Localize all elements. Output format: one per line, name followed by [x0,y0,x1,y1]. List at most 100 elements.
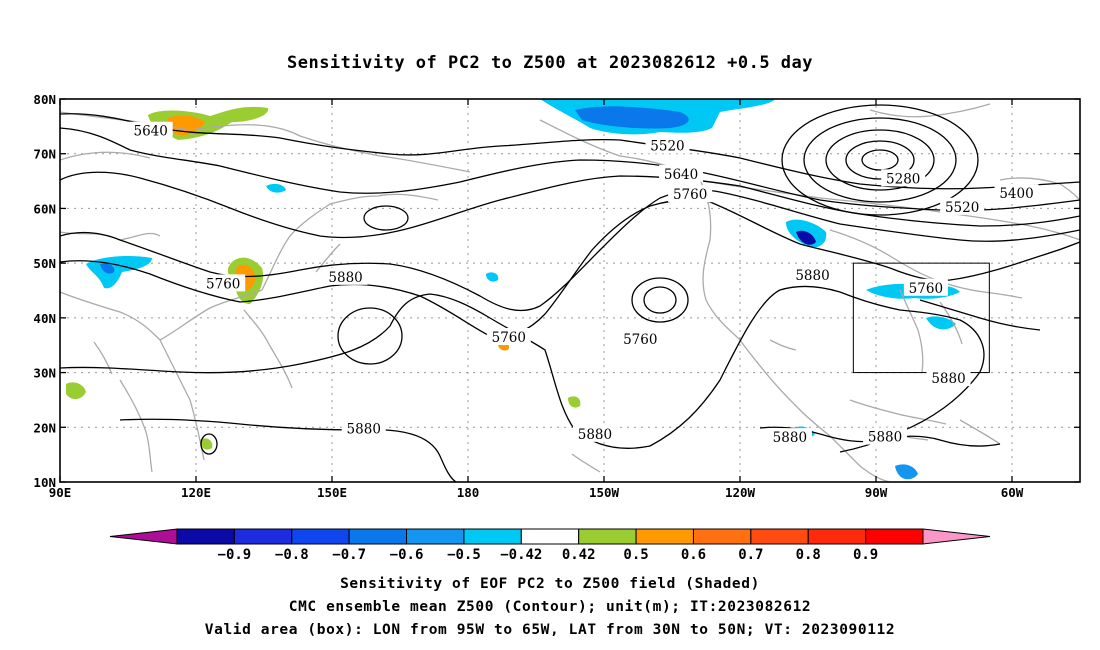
contour-label-background [790,266,835,284]
contour-label-background [940,197,985,215]
colorbar-label: −0.9 [218,547,252,563]
colorbar-label: 0.6 [681,547,706,563]
z500-contours [60,104,1080,482]
shading-negative-patch [796,230,816,245]
colorbar-triangle-left [109,528,178,545]
shading-positive-patch [200,438,213,450]
lat-tick-label: 30N [33,366,56,381]
colorbar-segment [406,528,465,545]
contour-label: 5880 [795,268,829,284]
contour-label: 5520 [945,200,979,216]
contour-label: 5880 [931,371,965,387]
colorbar-segment [291,528,350,545]
colorbar-label: −0.8 [275,547,309,563]
caption-line-1: Sensitivity of EOF PC2 to Z500 field (Sh… [340,576,760,592]
caption-line-2: CMC ensemble mean Z500 (Contour); unit(m… [289,599,811,615]
colorbar-segment [635,528,694,545]
lon-tick-label: 150W [589,485,620,500]
colorbar-segment [520,528,580,545]
caption-line-3: Valid area (box): LON from 95W to 65W, L… [205,622,895,638]
contour-label: 5760 [909,281,943,297]
contour-labels: 5640 5520 5640 5760 5280 5400 5520 5760 5880 5760… [128,121,1039,446]
lon-tick-label: 120E [181,485,211,500]
shading-negative-patch [575,106,689,129]
contour-label: 5880 [328,270,362,286]
lon-tick-label: 90W [865,485,888,500]
colorbar-label: −0.6 [390,547,424,563]
figure-title: Sensitivity of PC2 to Z500 at 2023082612… [287,53,813,73]
map-area: 5640 5520 5640 5760 5280 5400 5520 5760 5880 5760… [60,99,1080,482]
colorbar-segment [807,528,867,545]
lon-tick-label: 120W [725,485,756,500]
contour-label: 5280 [886,171,920,187]
shading-positive-patch [66,382,86,400]
contour-label: 5640 [664,167,698,183]
contour-label-background [903,278,948,296]
colorbar-segment [348,528,408,545]
colorbar-segment [750,528,809,545]
contour-label-background [128,121,173,139]
contour-label: 5760 [623,332,657,348]
contour-label: 5760 [673,187,707,203]
contour-label: 5880 [578,427,612,443]
lat-tick-label: 20N [33,420,56,435]
contour-label-background [201,274,246,292]
colorbar-segment [692,528,752,545]
contour-label-background [994,184,1039,202]
contour-label-background [881,169,926,187]
contour-label-background [486,328,531,346]
lon-tick-label: 60W [1001,485,1024,500]
lat-tick-label: 60N [33,201,56,216]
contour-label-background [341,419,386,437]
lat-tick-label: 80N [33,92,56,107]
lon-tick-label: 180 [457,485,480,500]
valid-area-box [852,262,990,374]
shading-negative-patch [895,464,918,480]
colorbar-triangle-right [922,528,991,545]
shading-positive-patch [568,396,581,408]
colorbar-label: −0.42 [500,547,542,563]
contour-label: 5760 [492,330,526,346]
lat-tick-label: 70N [33,147,56,162]
contour-label: 5880 [773,430,807,446]
contour-label: 5880 [347,421,381,437]
shading-negative-patch [486,272,499,282]
contour-label: 5640 [133,124,167,140]
colorbar-label: 0.42 [562,547,596,563]
contour-label: 5760 [206,276,240,292]
contour-label-background [572,424,617,442]
contour-label: 5520 [650,139,684,155]
contour-label-background [668,185,713,203]
map-frame [59,98,1081,483]
colorbar-label: 0.5 [623,547,648,563]
colorbar-segment [233,528,293,545]
lat-tick-label: 40N [33,311,56,326]
contour-label-background [863,427,908,445]
contour-label-background [659,164,704,182]
shading-negative-patch [926,316,956,330]
contour-label-background [767,428,812,446]
shading-negative-patch [266,183,286,193]
colorbar-segment [865,528,924,545]
colorbar-segment [463,528,522,545]
contour-label-background [323,267,368,285]
colorbar-segment [176,528,235,545]
colorbar: −0.9 −0.8 −0.7 −0.6 −0.5 −0.42 0.42 0.5 0.6 0.7 0.… [109,528,991,563]
contour-label: 5880 [868,430,902,446]
contour-label-background [926,369,971,387]
colorbar-label: 0.8 [796,547,821,563]
colorbar-label: 0.9 [853,547,878,563]
lon-tick-label: 90E [49,485,72,500]
contour-label-background [645,136,690,154]
contour-label: 5400 [999,186,1033,202]
colorbar-segment [578,528,637,545]
colorbar-label: −0.7 [332,547,366,563]
colorbar-label: 0.7 [738,547,763,563]
lon-tick-label: 150E [317,485,347,500]
lat-tick-label: 10N [33,475,56,490]
contour-label-background [618,330,663,348]
shading-negative-patch [100,263,115,274]
lat-tick-label: 50N [33,256,56,271]
